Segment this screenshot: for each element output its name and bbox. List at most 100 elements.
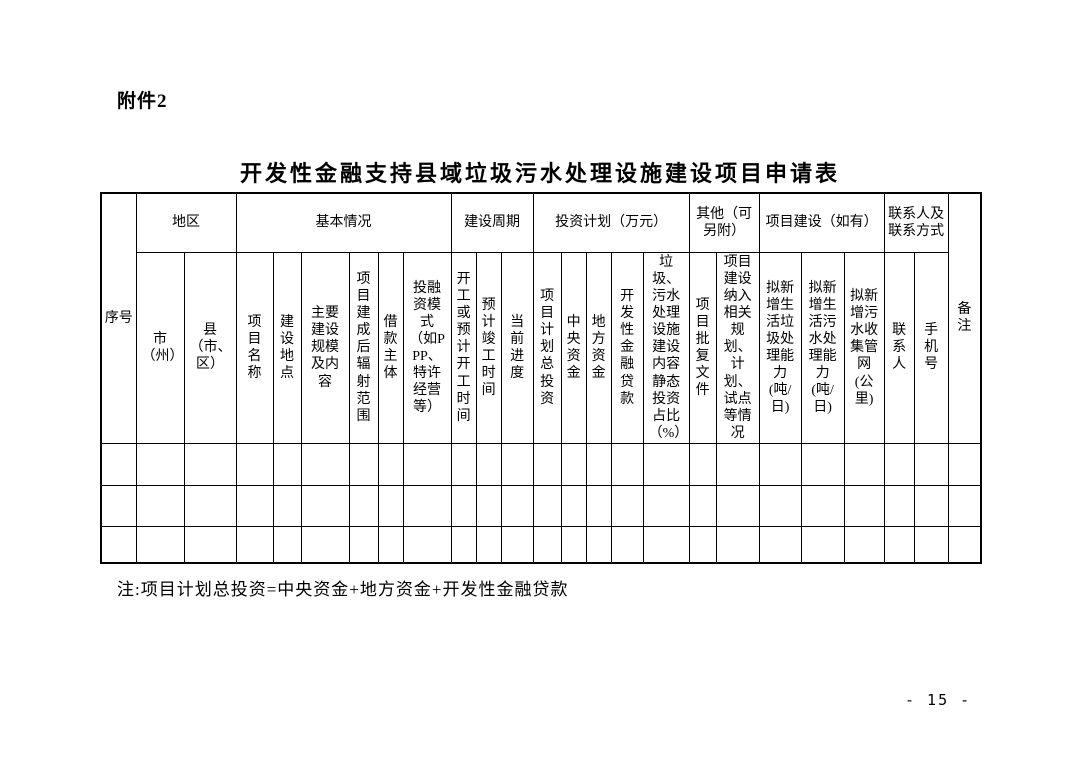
- table-cell: [183, 484, 237, 527]
- table-cell: [500, 525, 534, 564]
- table-cell: [348, 484, 379, 527]
- table-cell: [475, 525, 502, 564]
- header-sub-row: 市（州） 县（市、区） 项目名称 建设地点 主要建设规模及内容 项目建成后辐射范围 借款主体…: [101, 252, 981, 444]
- table-cell: [883, 525, 915, 564]
- table-cell: [377, 525, 404, 564]
- table-cell: [560, 442, 587, 486]
- group-header-0: 地区: [135, 192, 237, 253]
- table-cell: [272, 525, 302, 564]
- table-cell: [758, 442, 802, 486]
- table-cell: [377, 442, 404, 486]
- table-cell: [560, 484, 587, 527]
- col-header: 项目建设纳入相关规划、计划、试点等情况: [715, 252, 760, 444]
- footer-note: 注:项目计划总投资=中央资金+地方资金+开发性金融贷款: [117, 580, 569, 599]
- table-cell: [402, 525, 452, 564]
- table-cell: [348, 442, 379, 486]
- col-header: 项目批复文件: [688, 252, 717, 444]
- col-header: 手机号: [913, 252, 949, 444]
- col-header: 预计竣工时间: [475, 252, 502, 444]
- table-cell: [450, 525, 477, 564]
- col-header: 项目计划总投资: [532, 252, 562, 444]
- table-cell: [913, 525, 949, 564]
- table-cell: [450, 484, 477, 527]
- table-cell: [560, 525, 587, 564]
- table-cell: [758, 525, 802, 564]
- table-cell: [100, 525, 137, 564]
- table-cell: [843, 484, 885, 527]
- table-cell: [883, 484, 915, 527]
- table-cell: [688, 484, 717, 527]
- attachment-label: 附件2: [117, 91, 168, 112]
- table-cell: [947, 442, 982, 486]
- col-header: 投融资模式（如PPP、特许经营等）: [402, 252, 452, 444]
- table-cell: [585, 525, 612, 564]
- table-cell: [800, 484, 845, 527]
- table-cell: [100, 442, 137, 486]
- col-header: 市（州）: [135, 252, 185, 444]
- group-header-4: 其他（可另附）: [688, 192, 760, 253]
- col-header: 联系人: [883, 252, 915, 444]
- col-header: 开工或预计开工时间: [450, 252, 477, 444]
- col-header: 建设地点: [272, 252, 302, 444]
- table-cell: [135, 525, 185, 564]
- header-group-row: 序号 地区 基本情况 建设周期 投资计划（万元） 其他（可另附） 项目建设（如有） 联系人及联…: [100, 192, 982, 444]
- table-cell: [235, 442, 274, 486]
- table-cell: [610, 525, 644, 564]
- table-cell: [100, 484, 137, 527]
- col-header: 项目名称: [235, 252, 274, 444]
- table-cell: [475, 484, 502, 527]
- table-cell: [402, 442, 452, 486]
- col-header: 拟新增生活污水处理能力(吨/日): [800, 252, 845, 444]
- table-cell: [800, 525, 845, 564]
- table-cell: [947, 484, 982, 527]
- group-header-6: 联系人及联系方式: [883, 192, 949, 253]
- col-header-remarks: 备注: [947, 192, 982, 444]
- table-cell: [585, 484, 612, 527]
- table-cell: [688, 442, 717, 486]
- col-header: 地方资金: [585, 252, 612, 444]
- table-cell: [300, 525, 350, 564]
- col-header: 垃圾、污水处理设施建设内容静态投资占比（%）: [642, 252, 690, 444]
- col-header: 当前进度: [500, 252, 534, 444]
- table-cell: [947, 525, 982, 564]
- group-header-2: 建设周期: [450, 192, 534, 253]
- group-header-1: 基本情况: [235, 192, 452, 253]
- table-cell: [715, 484, 760, 527]
- table-cell: [235, 484, 274, 527]
- table-cell: [272, 442, 302, 486]
- group-header-5: 项目建设（如有）: [758, 192, 885, 253]
- table-cell: [642, 525, 690, 564]
- table-cell: [183, 525, 237, 564]
- table-cell: [135, 442, 185, 486]
- table-cell: [642, 442, 690, 486]
- table-cell: [183, 442, 237, 486]
- table-cell: [913, 442, 949, 486]
- table-cell: [913, 484, 949, 527]
- col-header: 拟新增生活垃圾处理能力(吨/日): [758, 252, 802, 444]
- page-number: - 15 -: [905, 691, 972, 709]
- table-row: [100, 525, 982, 564]
- table-cell: [642, 484, 690, 527]
- table-cell: [135, 484, 185, 527]
- col-header-serial: 序号: [100, 192, 137, 444]
- table-cell: [843, 442, 885, 486]
- col-header: 拟新增污水收集管网(公里): [843, 252, 885, 444]
- col-header: 中央资金: [560, 252, 587, 444]
- table-cell: [300, 442, 350, 486]
- table-cell: [402, 484, 452, 527]
- table-cell: [610, 484, 644, 527]
- table-cell: [500, 442, 534, 486]
- table-cell: [715, 442, 760, 486]
- table-cell: [532, 484, 562, 527]
- table-cell: [500, 484, 534, 527]
- table-cell: [610, 442, 644, 486]
- table-cell: [688, 525, 717, 564]
- application-form-table: 序号 地区 基本情况 建设周期 投资计划（万元） 其他（可另附） 项目建设（如有） 联系人及联…: [100, 192, 983, 565]
- table-row: [100, 442, 982, 486]
- table-cell: [450, 442, 477, 486]
- table-cell: [758, 484, 802, 527]
- table-cell: [532, 525, 562, 564]
- table-cell: [585, 442, 612, 486]
- table-cell: [348, 525, 379, 564]
